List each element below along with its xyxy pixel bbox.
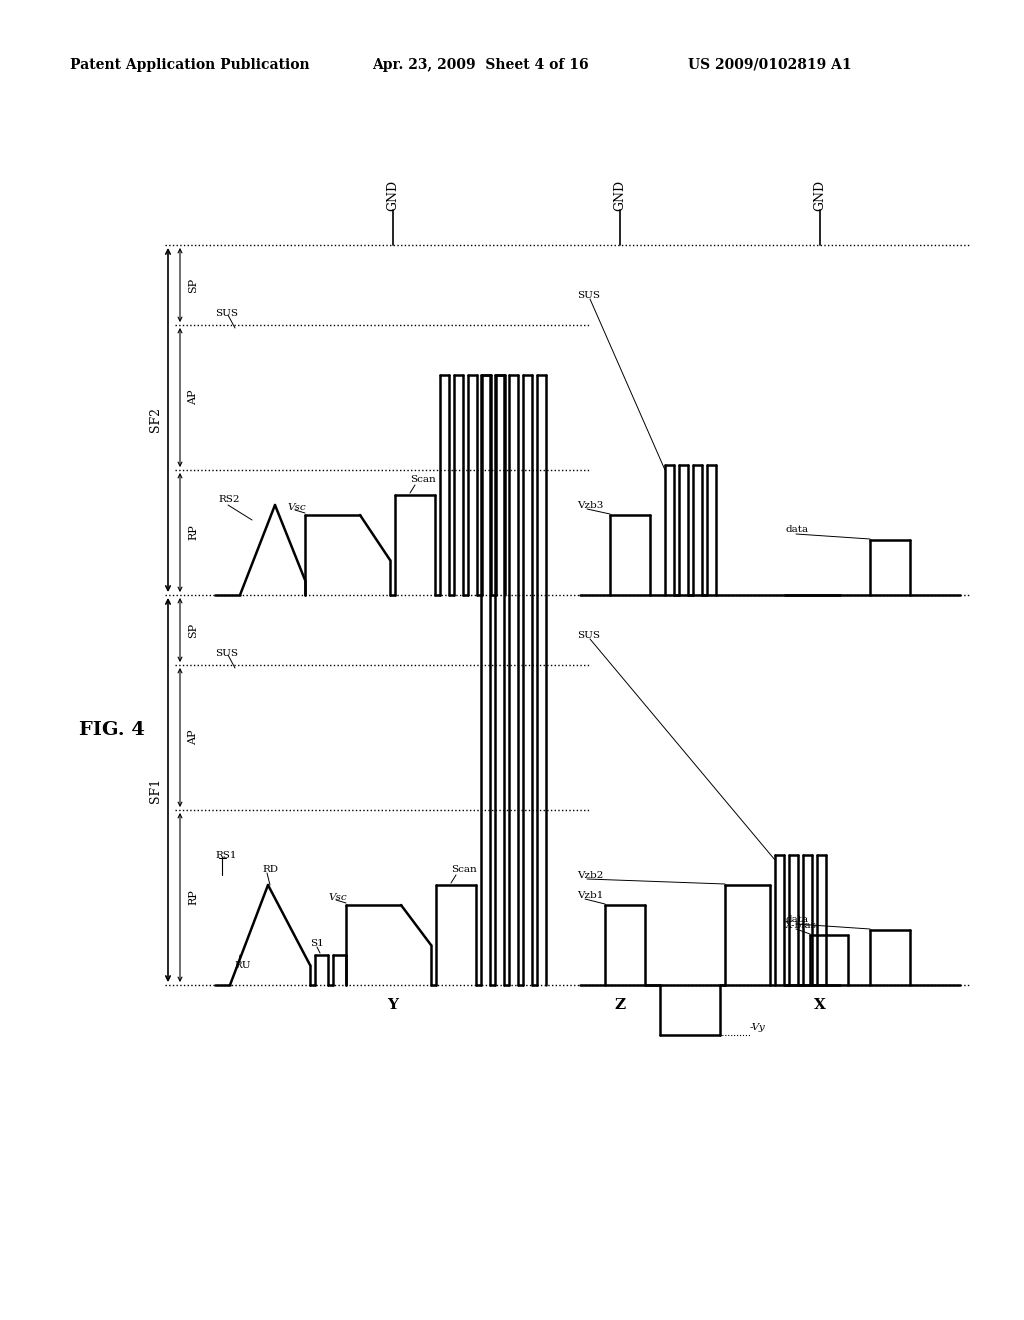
Text: Z: Z [614,998,626,1012]
Text: RS1: RS1 [215,850,237,859]
Text: X: X [814,998,826,1012]
Text: GND: GND [386,180,399,211]
Text: RD: RD [262,866,278,874]
Text: Vzb3: Vzb3 [577,500,603,510]
Text: SP: SP [188,277,198,293]
Text: GND: GND [813,180,826,211]
Text: SP: SP [188,623,198,638]
Text: SUS: SUS [577,290,600,300]
Text: Vzb1: Vzb1 [577,891,603,899]
Text: RP: RP [188,524,198,540]
Text: Vsc: Vsc [287,503,305,511]
Text: FIG. 4: FIG. 4 [79,721,145,739]
Text: SUS: SUS [215,309,238,318]
Text: RU: RU [234,961,251,969]
Text: US 2009/0102819 A1: US 2009/0102819 A1 [688,58,852,73]
Text: SF2: SF2 [148,408,162,433]
Text: Vsc: Vsc [328,892,347,902]
Text: Apr. 23, 2009  Sheet 4 of 16: Apr. 23, 2009 Sheet 4 of 16 [372,58,589,73]
Text: Scan: Scan [410,475,436,484]
Text: Scan: Scan [451,866,477,874]
Text: AP: AP [188,389,198,405]
Text: AP: AP [188,730,198,746]
Text: X-bias: X-bias [785,920,817,929]
Text: data: data [785,525,808,535]
Text: S1: S1 [310,939,324,948]
Text: SUS: SUS [215,648,238,657]
Text: -Vy: -Vy [750,1023,766,1031]
Text: SF1: SF1 [148,777,162,803]
Text: data: data [785,916,808,924]
Text: SUS: SUS [577,631,600,639]
Text: RS2: RS2 [218,495,240,504]
Text: Patent Application Publication: Patent Application Publication [71,58,310,73]
Text: RP: RP [188,890,198,906]
Text: GND: GND [613,180,627,211]
Text: Y: Y [387,998,398,1012]
Text: Vzb2: Vzb2 [577,870,603,879]
